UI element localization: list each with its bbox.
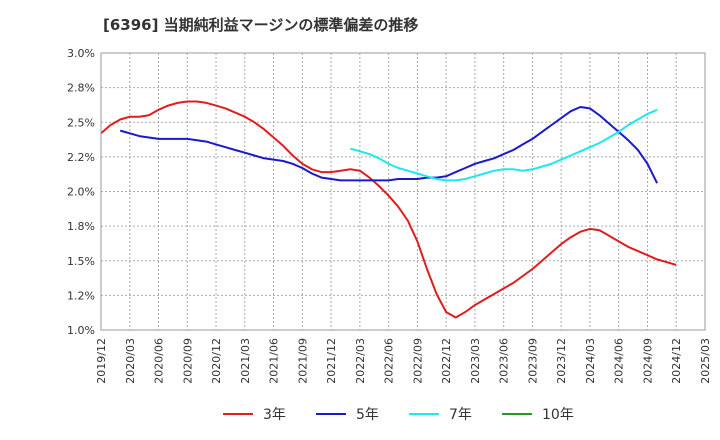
x-tick-label: 2020/09: [181, 338, 194, 384]
legend-label: 5年: [356, 407, 379, 423]
y-tick-label: 1.2%: [67, 289, 95, 302]
x-tick-label: 2021/09: [296, 338, 309, 384]
series-line-3年: [100, 100, 677, 319]
x-tick-label: 2020/12: [210, 338, 223, 384]
y-tick-label: 1.5%: [67, 255, 95, 268]
x-tick-label: 2022/09: [411, 338, 424, 384]
x-tick-label: 2024/06: [613, 338, 626, 384]
plot-area-border: [100, 52, 706, 331]
x-tick-label: 2022/06: [383, 338, 396, 384]
x-tick-label: 2024/09: [641, 338, 654, 384]
chart-title: [6396] 当期純利益マージンの標準偏差の推移: [103, 16, 418, 34]
series-line-7年: [350, 108, 658, 182]
y-tick-label: 2.8%: [67, 82, 95, 95]
y-tick-label: 3.0%: [67, 47, 95, 60]
x-tick-label: 2023/12: [555, 338, 568, 384]
x-tick-label: 2023/09: [526, 338, 539, 384]
legend-label: 3年: [263, 407, 286, 423]
series-line-5年: [119, 106, 658, 184]
y-tick-label: 2.0%: [67, 186, 95, 199]
y-axis: 1.0% 1.2% 1.5% 1.8% 2.0% 2.2% 2.5% 2.8% 3.0%: [67, 47, 95, 337]
x-axis: 2019/12 2020/03 2020/06 2020/09 2020/12 2021/…: [95, 338, 712, 384]
x-tick-label: 2025/03: [699, 338, 712, 384]
y-tick-label: 2.2%: [67, 151, 95, 164]
y-tick-label: 1.8%: [67, 220, 95, 233]
x-tick-label: 2019/12: [95, 338, 108, 384]
x-tick-label: 2023/03: [469, 338, 482, 384]
legend-label: 7年: [449, 407, 472, 423]
y-tick-label: 2.5%: [67, 116, 95, 129]
grid: [100, 52, 706, 331]
x-tick-label: 2020/03: [124, 338, 137, 384]
x-tick-label: 2022/03: [354, 338, 367, 384]
legend: 3年 5年 7年 10年: [223, 407, 574, 423]
x-tick-label: 2022/12: [440, 338, 453, 384]
x-tick-label: 2021/06: [268, 338, 281, 384]
legend-label: 10年: [542, 407, 574, 423]
y-tick-label: 1.0%: [67, 324, 95, 337]
x-tick-label: 2024/03: [584, 338, 597, 384]
x-tick-label: 2021/03: [239, 338, 252, 384]
x-tick-label: 2020/06: [153, 338, 166, 384]
x-tick-label: 2023/06: [498, 338, 511, 384]
x-tick-label: 2021/12: [325, 338, 338, 384]
x-tick-label: 2024/12: [670, 338, 683, 384]
series-lines: [100, 100, 677, 319]
